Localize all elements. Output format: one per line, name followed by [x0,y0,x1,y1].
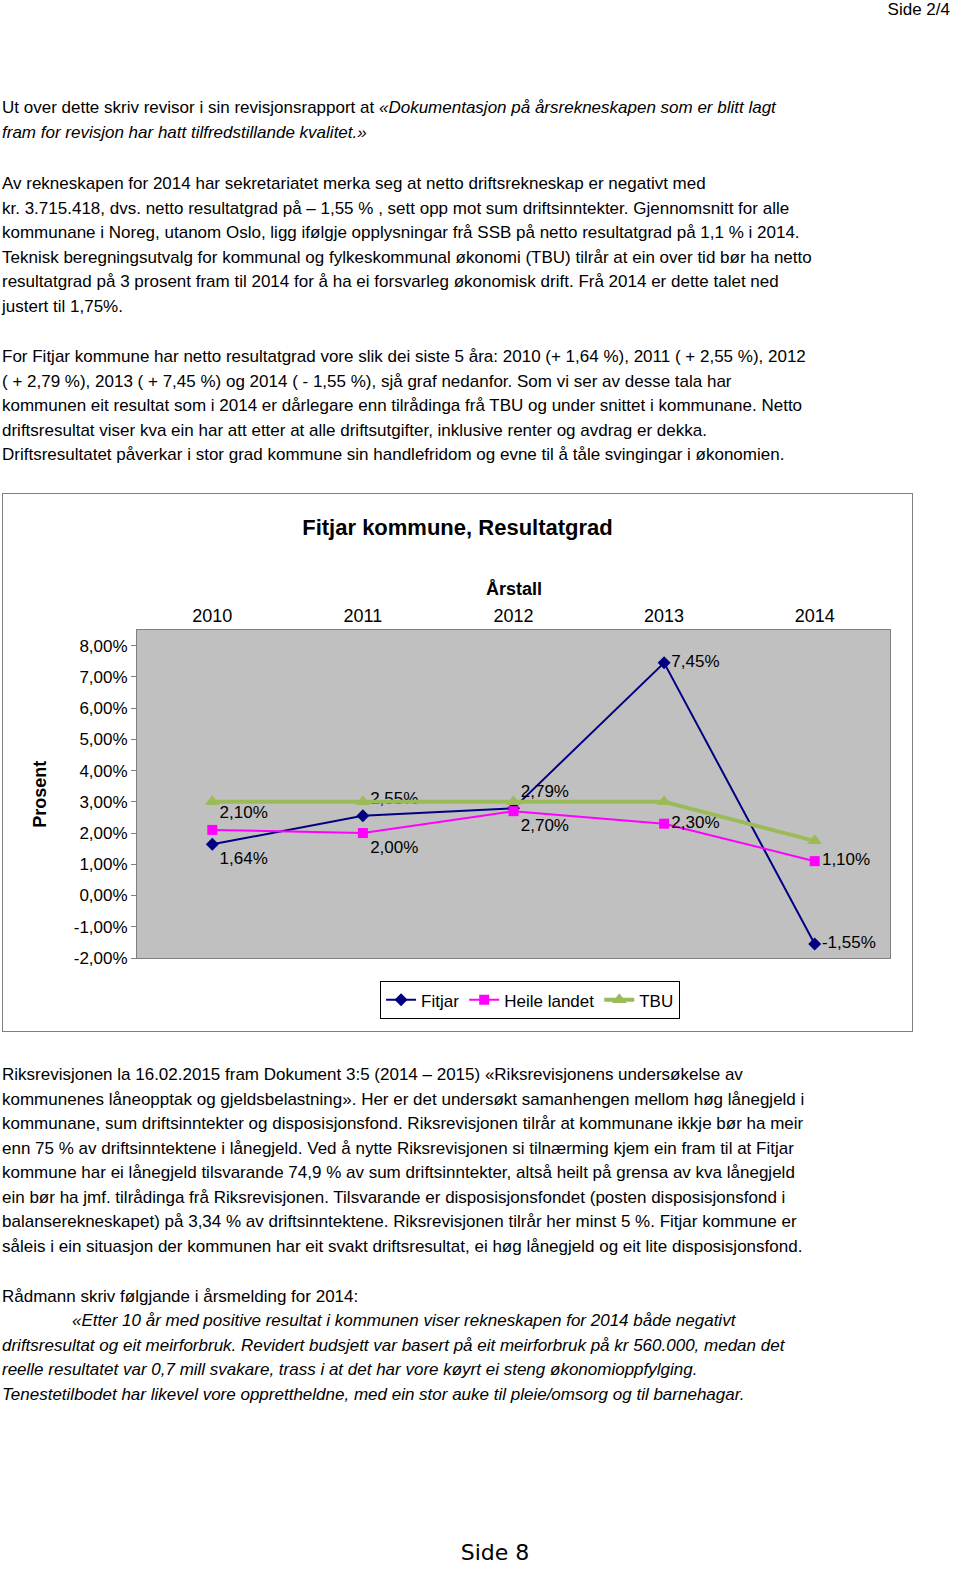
svg-text:1,00%: 1,00% [79,855,127,874]
svg-text:4,00%: 4,00% [79,762,127,781]
html-text:Tenestetilbodet har likevel vo: Tenestetilbodet har likevel vore opprett… [2,1384,745,1404]
svg-text:-1,55%: -1,55% [822,933,876,952]
svg-text:-1,00%: -1,00% [74,918,128,937]
html-text:ein bør ha jmf. tilrådinga frå: ein bør ha jmf. tilrådinga frå Riksrevis… [2,1187,786,1207]
html-text:Side 8: Side 8 [460,1540,530,1565]
html-text:driftsresultat viser kva ein h: driftsresultat viser kva ein har att ett… [2,420,707,440]
svg-text:2010: 2010 [192,606,232,626]
html-text:Av rekneskapen for 2014 har se: Av rekneskapen for 2014 har sekretariate… [2,174,706,193]
html-text:justert til 1,75%.: justert til 1,75%. [2,296,123,316]
html-text:reelle resultatet var 0,7 mill: reelle resultatet var 0,7 mill svakare, … [2,1360,698,1379]
html-text:Side 2/4: Side 2/4 [887,0,950,19]
html-text:( + 2,79 %), 2013 ( + 7,45 %): ( + 2,79 %), 2013 ( + 7,45 %) og 2014 ( … [2,371,732,391]
svg-text:2014: 2014 [795,606,835,626]
html-text:Riksrevisjonen la 16.02.2015 f: Riksrevisjonen la 16.02.2015 fram Dokume… [2,1065,743,1084]
html-text:resultatgrad på 3 prosent fram: resultatgrad på 3 prosent fram til 2014 … [2,272,779,291]
svg-text:2013: 2013 [644,606,684,626]
svg-text:2,55%: 2,55% [370,789,418,808]
html-text:Ut over dette skriv revisor i: Ut over dette skriv revisor i sin revisj… [2,98,776,117]
html-text:Teknisk beregningsutvalg for k: Teknisk beregningsutvalg for kommunal og… [2,247,812,267]
svg-text:2,00%: 2,00% [79,824,127,843]
svg-text:8,00%: 8,00% [79,637,127,656]
html-text:fram for revisjon har hatt til: fram for revisjon har hatt tilfredstilla… [2,122,367,142]
html-text:«Etter 10 år med positive resu: «Etter 10 år med positive resultat i kom… [72,1311,736,1330]
svg-text:Prosent: Prosent [30,761,50,828]
svg-text:2,79%: 2,79% [521,782,569,801]
html-text:driftsresultat og eit meirforb: driftsresultat og eit meirforbruk. Revid… [2,1335,785,1355]
svg-text:Fitjar kommune, Resultatgrad: Fitjar kommune, Resultatgrad [302,515,613,540]
svg-text:7,45%: 7,45% [671,652,719,671]
html-text:såleis i ein situasjon der kom: såleis i ein situasjon der kommunen har … [2,1236,803,1256]
svg-text:TBU: TBU [639,991,673,1010]
html-text:enn 75 % av driftsinntektene i: enn 75 % av driftsinntektene i lånegjeld… [2,1138,794,1158]
html-text:Driftsresultatet påverkar i st: Driftsresultatet påverkar i stor grad ko… [2,445,785,464]
svg-text:1,64%: 1,64% [220,849,268,868]
html-text:balanserekneskapet) på 3,34 %: balanserekneskapet) på 3,34 % av driftsi… [2,1212,797,1231]
html-text:kommunane i Noreg, utanom Oslo: kommunane i Noreg, utanom Oslo, ligg ifø… [2,223,800,242]
html-text:kommune har ei lånegjeld tilsv: kommune har ei lånegjeld tilsvarande 74,… [2,1163,795,1182]
svg-text:2,00%: 2,00% [370,838,418,857]
svg-text:2,70%: 2,70% [521,816,569,835]
svg-text:Heile landet: Heile landet [504,991,594,1010]
svg-text:1,10%: 1,10% [822,850,870,869]
svg-text:-2,00%: -2,00% [74,949,128,968]
svg-text:2,10%: 2,10% [220,803,268,822]
svg-text:0,00%: 0,00% [79,886,127,905]
svg-text:2,30%: 2,30% [671,813,719,832]
svg-text:2011: 2011 [344,606,383,626]
svg-text:6,00%: 6,00% [79,699,127,718]
html-text:kr. 3.715.418, dvs. netto resu: kr. 3.715.418, dvs. netto resultatgrad p… [2,198,790,218]
html-text:kommunenes låneopptak og gjeld: kommunenes låneopptak og gjeldsbelastnin… [2,1089,805,1109]
html-text:Rådmann skriv følgjande i årsm: Rådmann skriv følgjande i årsmelding for… [2,1287,359,1306]
svg-text:2012: 2012 [493,606,533,626]
svg-text:Fitjar: Fitjar [421,991,459,1010]
svg-text:7,00%: 7,00% [79,668,127,687]
svg-text:Årstall: Årstall [486,579,542,599]
svg-text:5,00%: 5,00% [79,730,127,749]
html-text:kommunen eit resultat som i 20: kommunen eit resultat som i 2014 er dårl… [2,396,803,415]
svg-text:3,00%: 3,00% [79,793,127,812]
html-text:kommunane, sum driftsinntekter: kommunane, sum driftsinntekter og dispos… [2,1114,804,1133]
html-text:For Fitjar kommune har netto r: For Fitjar kommune har netto resultatgra… [2,347,806,366]
